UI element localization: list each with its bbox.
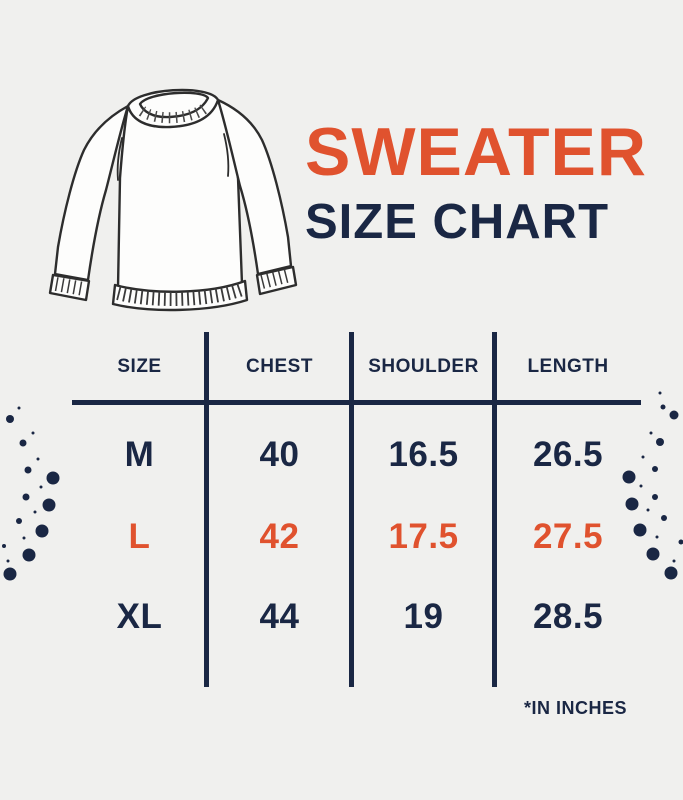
chest-value: 40 <box>259 435 300 474</box>
size-value: XL <box>116 597 163 636</box>
table-row-m: M 40 16.5 26.5 <box>72 415 641 495</box>
column-header-chest: CHEST <box>246 356 313 377</box>
length-value: 28.5 <box>532 597 604 636</box>
size-value: M <box>124 435 155 474</box>
table-row-xl: XL 44 19 28.5 <box>72 577 641 657</box>
column-header-size: SIZE <box>117 356 162 377</box>
length-value: 27.5 <box>532 517 604 556</box>
units-footnote: *IN INCHES <box>523 698 627 718</box>
table-header-row: SIZE CHEST SHOULDER LENGTH <box>72 332 641 402</box>
shoulder-value: 17.5 <box>388 517 459 556</box>
column-header-length: LENGTH <box>527 356 609 377</box>
poster-title: SWEATER <box>305 114 647 190</box>
sweater-illustration <box>48 88 298 312</box>
poster-subtitle: SIZE CHART <box>305 195 609 249</box>
table-row-l: L 42 17.5 27.5 <box>72 497 641 577</box>
column-header-shoulder: SHOULDER <box>368 356 479 377</box>
shoulder-value: 19 <box>403 597 444 636</box>
table-column-divider <box>492 332 497 687</box>
chest-value: 42 <box>259 517 300 556</box>
chest-value: 44 <box>259 597 300 636</box>
decorative-dots-right <box>622 391 683 580</box>
table-header-rule <box>72 400 641 405</box>
size-table: SIZE CHEST SHOULDER LENGTH M 40 16.5 26.… <box>72 332 641 687</box>
shoulder-value: 16.5 <box>388 435 459 474</box>
decorative-dots-left <box>2 406 60 581</box>
table-column-divider <box>349 332 354 687</box>
table-column-divider <box>204 332 209 687</box>
title-block: SWEATER SIZE CHART <box>305 118 647 247</box>
length-value: 26.5 <box>532 435 604 474</box>
size-value: L <box>128 517 151 556</box>
